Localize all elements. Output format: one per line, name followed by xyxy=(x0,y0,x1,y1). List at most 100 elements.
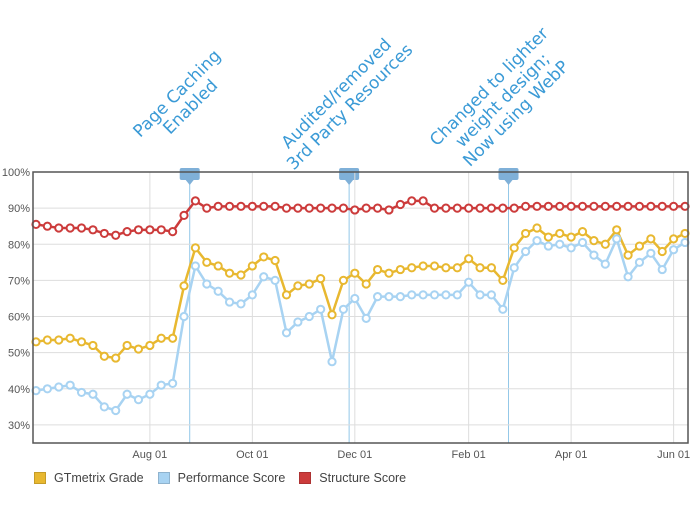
annotation-text: 3rd Party Resources xyxy=(283,40,417,174)
series-point xyxy=(293,317,303,327)
series-point xyxy=(224,201,235,211)
series-point xyxy=(452,203,462,213)
series-point xyxy=(577,201,588,211)
series-point xyxy=(54,382,64,392)
series-point xyxy=(429,261,440,271)
series-point xyxy=(133,344,144,354)
series-point xyxy=(224,297,235,307)
series-layer xyxy=(31,196,690,416)
legend-item-gtmetrix-grade[interactable]: GTmetrix Grade xyxy=(34,471,144,485)
series-point xyxy=(612,201,622,211)
series-point xyxy=(202,257,212,267)
series-point xyxy=(475,263,485,273)
legend-label-performance-score: Performance Score xyxy=(177,471,286,485)
series-point xyxy=(122,227,132,237)
series-point xyxy=(657,264,667,275)
series-point xyxy=(452,263,462,273)
series-point xyxy=(316,203,326,213)
series-point xyxy=(509,203,519,213)
annotation-flag xyxy=(179,168,200,180)
series-point xyxy=(316,304,326,314)
series-point xyxy=(190,196,201,206)
series-point xyxy=(623,272,633,282)
series-point xyxy=(384,292,394,302)
legend-swatch-gtmetrix-grade xyxy=(34,472,46,484)
annotation-flag xyxy=(339,168,360,180)
y-tick-label: 70% xyxy=(8,275,30,287)
series-point xyxy=(657,201,667,211)
series-point xyxy=(543,201,553,211)
series-point xyxy=(612,234,622,244)
series-point xyxy=(464,254,474,264)
series-point xyxy=(111,405,121,416)
series-point xyxy=(88,225,98,235)
series-point xyxy=(669,234,679,244)
series-point xyxy=(236,299,246,309)
series-point xyxy=(418,196,428,206)
x-tick-label: Feb 01 xyxy=(452,449,486,461)
series-point xyxy=(372,292,383,302)
axis-layer: 100% 90% 80% 70% 60% 50% 40% 30% Aug 01 Oct 01 Dec… xyxy=(2,167,690,461)
series-point xyxy=(304,279,314,289)
series-point xyxy=(259,252,269,262)
legend-item-structure-score[interactable]: Structure Score xyxy=(299,471,406,485)
legend-item-performance-score[interactable]: Performance Score xyxy=(157,471,286,485)
series-point xyxy=(543,232,553,242)
series-point xyxy=(133,225,144,235)
series-point xyxy=(190,243,201,253)
legend-label-structure-score: Structure Score xyxy=(319,471,407,485)
series-point xyxy=(441,290,451,300)
series-point xyxy=(259,201,269,211)
legend-swatch-structure-score xyxy=(299,472,312,484)
series-point xyxy=(384,205,394,215)
series-point xyxy=(407,196,417,206)
series-point xyxy=(566,232,576,242)
series-point xyxy=(327,203,337,213)
legend-label-gtmetrix-grade: GTmetrix Grade xyxy=(54,471,144,485)
series-point xyxy=(407,263,417,273)
series-point xyxy=(247,261,257,271)
series-point xyxy=(304,203,314,213)
series-point xyxy=(42,221,52,231)
series-point xyxy=(646,201,656,211)
series-point xyxy=(646,234,656,244)
series-point xyxy=(88,340,98,351)
series-point xyxy=(293,203,303,213)
series-point xyxy=(669,245,679,255)
series-point xyxy=(623,250,633,260)
series-point xyxy=(338,304,349,314)
series-point xyxy=(464,203,474,213)
series-point xyxy=(122,340,132,351)
y-tick-label: 50% xyxy=(8,348,30,360)
series-point xyxy=(350,293,360,304)
series-point xyxy=(327,310,337,320)
annotation-text: Audited/removed xyxy=(278,35,396,153)
series-point xyxy=(600,259,610,269)
series-point xyxy=(429,203,440,213)
series-point xyxy=(372,203,383,213)
series-point xyxy=(111,230,121,240)
series-point xyxy=(42,384,52,394)
series-point xyxy=(577,227,588,237)
series-point xyxy=(281,203,292,213)
series-point xyxy=(646,248,656,258)
series-point xyxy=(281,290,292,300)
series-point xyxy=(555,239,565,249)
series-point xyxy=(270,275,280,285)
series-point xyxy=(532,201,542,211)
series-point xyxy=(520,201,531,211)
series-point xyxy=(441,263,451,273)
series-point xyxy=(429,290,440,300)
series-point xyxy=(657,246,667,257)
series-point xyxy=(395,292,405,302)
series-point xyxy=(156,225,166,235)
series-point xyxy=(418,290,428,300)
series-point xyxy=(589,250,599,260)
series-point xyxy=(281,328,292,338)
series-point xyxy=(213,201,223,211)
series-point xyxy=(202,279,212,289)
series-point xyxy=(270,201,280,211)
